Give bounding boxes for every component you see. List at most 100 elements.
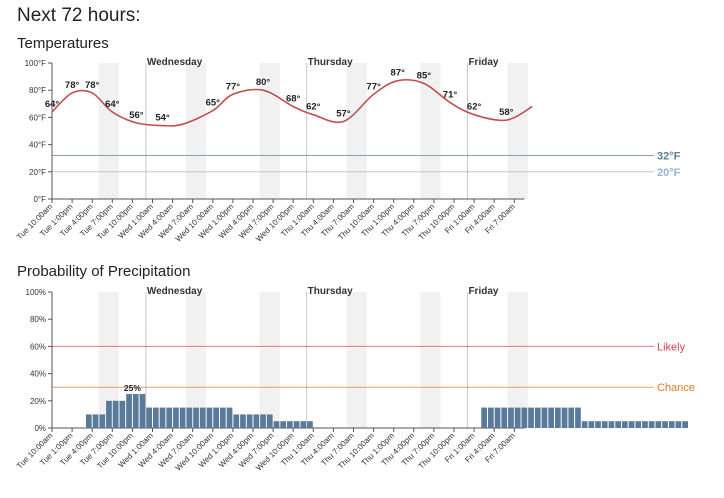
precip-bar — [92, 414, 99, 428]
temperature-data-label: 77° — [366, 81, 381, 92]
temperature-line — [51, 78, 533, 127]
precip-bar — [501, 407, 508, 428]
y-tick-label: 60°F — [29, 113, 46, 122]
precip-bar — [481, 407, 487, 428]
precip-bar — [233, 414, 240, 428]
precip-bar — [648, 421, 655, 428]
precip-bar — [608, 421, 615, 428]
precip-bar — [213, 407, 219, 428]
night-band — [186, 63, 207, 199]
night-band — [259, 292, 280, 428]
precip-bar — [99, 414, 106, 428]
temperature-data-label: 54° — [155, 113, 170, 124]
night-band — [346, 63, 367, 199]
night-band — [259, 63, 280, 199]
precipitation-chart: Wednesday Thursday Friday 0% 20% 40% 60% 80% 100… — [15, 286, 695, 473]
precip-bar — [166, 407, 173, 428]
precip-bar — [575, 407, 581, 428]
precip-bar — [240, 414, 246, 428]
night-band — [507, 63, 528, 199]
night-band — [346, 292, 367, 428]
precip-bar — [246, 414, 253, 428]
temp-reference-label: 32°F — [657, 150, 681, 162]
precip-bar — [682, 421, 688, 428]
precip-bar — [642, 421, 648, 428]
precip-bar — [106, 400, 112, 428]
precip-bar — [139, 394, 146, 428]
precip-bar — [220, 407, 226, 428]
precip-bar — [112, 400, 119, 428]
temperature-chart: Wednesday Thursday Friday 0°F 20°F 40°F 60°F 80… — [15, 57, 681, 244]
day-label: Wednesday — [147, 57, 203, 68]
temperature-data-label: 85° — [417, 70, 432, 81]
night-band — [420, 63, 441, 199]
precip-bar — [287, 421, 293, 428]
precip-bar — [548, 407, 554, 428]
temperature-data-label: 64° — [45, 99, 60, 110]
precip-bar — [173, 407, 179, 428]
precip-bar — [199, 407, 206, 428]
y-tick-label: 80% — [30, 315, 46, 324]
precip-data-label: 25% — [124, 383, 141, 393]
precip-bar — [561, 407, 568, 428]
precip-bar — [260, 414, 266, 428]
y-tick-label: 40°F — [29, 141, 46, 150]
precip-bar — [635, 421, 642, 428]
y-tick-label: 60% — [30, 342, 46, 351]
precip-bar — [146, 407, 152, 428]
temp-reference-label: 20°F — [657, 167, 681, 179]
precip-bar — [514, 407, 521, 428]
precip-bar — [307, 421, 313, 428]
temperature-data-label: 64° — [105, 99, 120, 110]
precip-bar — [186, 407, 193, 428]
precip-bar — [601, 421, 608, 428]
night-band — [420, 292, 441, 428]
precip-bar — [293, 421, 300, 428]
precip-bar — [266, 414, 273, 428]
y-tick-label: 0% — [34, 424, 46, 433]
precip-bar — [159, 407, 166, 428]
day-label: Friday — [468, 286, 498, 297]
page-title: Next 72 hours: — [17, 5, 141, 26]
y-tick-label: 20% — [30, 397, 46, 406]
precip-bar — [555, 407, 561, 428]
precip-bar — [528, 407, 534, 428]
precip-bar — [494, 407, 501, 428]
temperature-data-label: 62° — [306, 102, 321, 113]
precip-bar — [675, 421, 682, 428]
day-label: Friday — [468, 57, 498, 68]
precip-bar — [273, 421, 280, 428]
precip-bar — [581, 421, 588, 428]
precip-bar — [534, 407, 541, 428]
precip-reference-label: Chance — [657, 382, 695, 394]
precip-bar — [508, 407, 514, 428]
temperature-data-label: 71° — [443, 89, 458, 100]
night-band — [186, 292, 207, 428]
day-label: Wednesday — [147, 286, 203, 297]
temperature-data-label: 58° — [499, 107, 514, 118]
precip-bar — [628, 421, 635, 428]
precip-bar — [488, 407, 494, 428]
precip-bar — [568, 407, 575, 428]
precip-bar — [595, 421, 601, 428]
y-tick-label: 40% — [30, 370, 46, 379]
precip-bar — [206, 407, 213, 428]
y-tick-label: 20°F — [29, 168, 46, 177]
night-band — [507, 292, 528, 428]
precip-bar — [541, 407, 548, 428]
precip-bar — [86, 414, 92, 428]
precip-bar — [132, 394, 139, 428]
precip-bar — [179, 407, 186, 428]
precip-bar — [119, 400, 126, 428]
precip-bar — [521, 407, 528, 428]
temperature-data-label: 65° — [206, 98, 221, 109]
precip-reference-label: Likely — [657, 341, 686, 353]
precip-bar — [300, 421, 307, 428]
temperature-data-label: 62° — [467, 102, 482, 113]
precip-bar — [126, 394, 132, 428]
temperature-data-label: 77° — [226, 81, 241, 92]
precip-bar — [588, 421, 595, 428]
day-label: Thursday — [308, 286, 353, 297]
precip-bar — [655, 421, 662, 428]
